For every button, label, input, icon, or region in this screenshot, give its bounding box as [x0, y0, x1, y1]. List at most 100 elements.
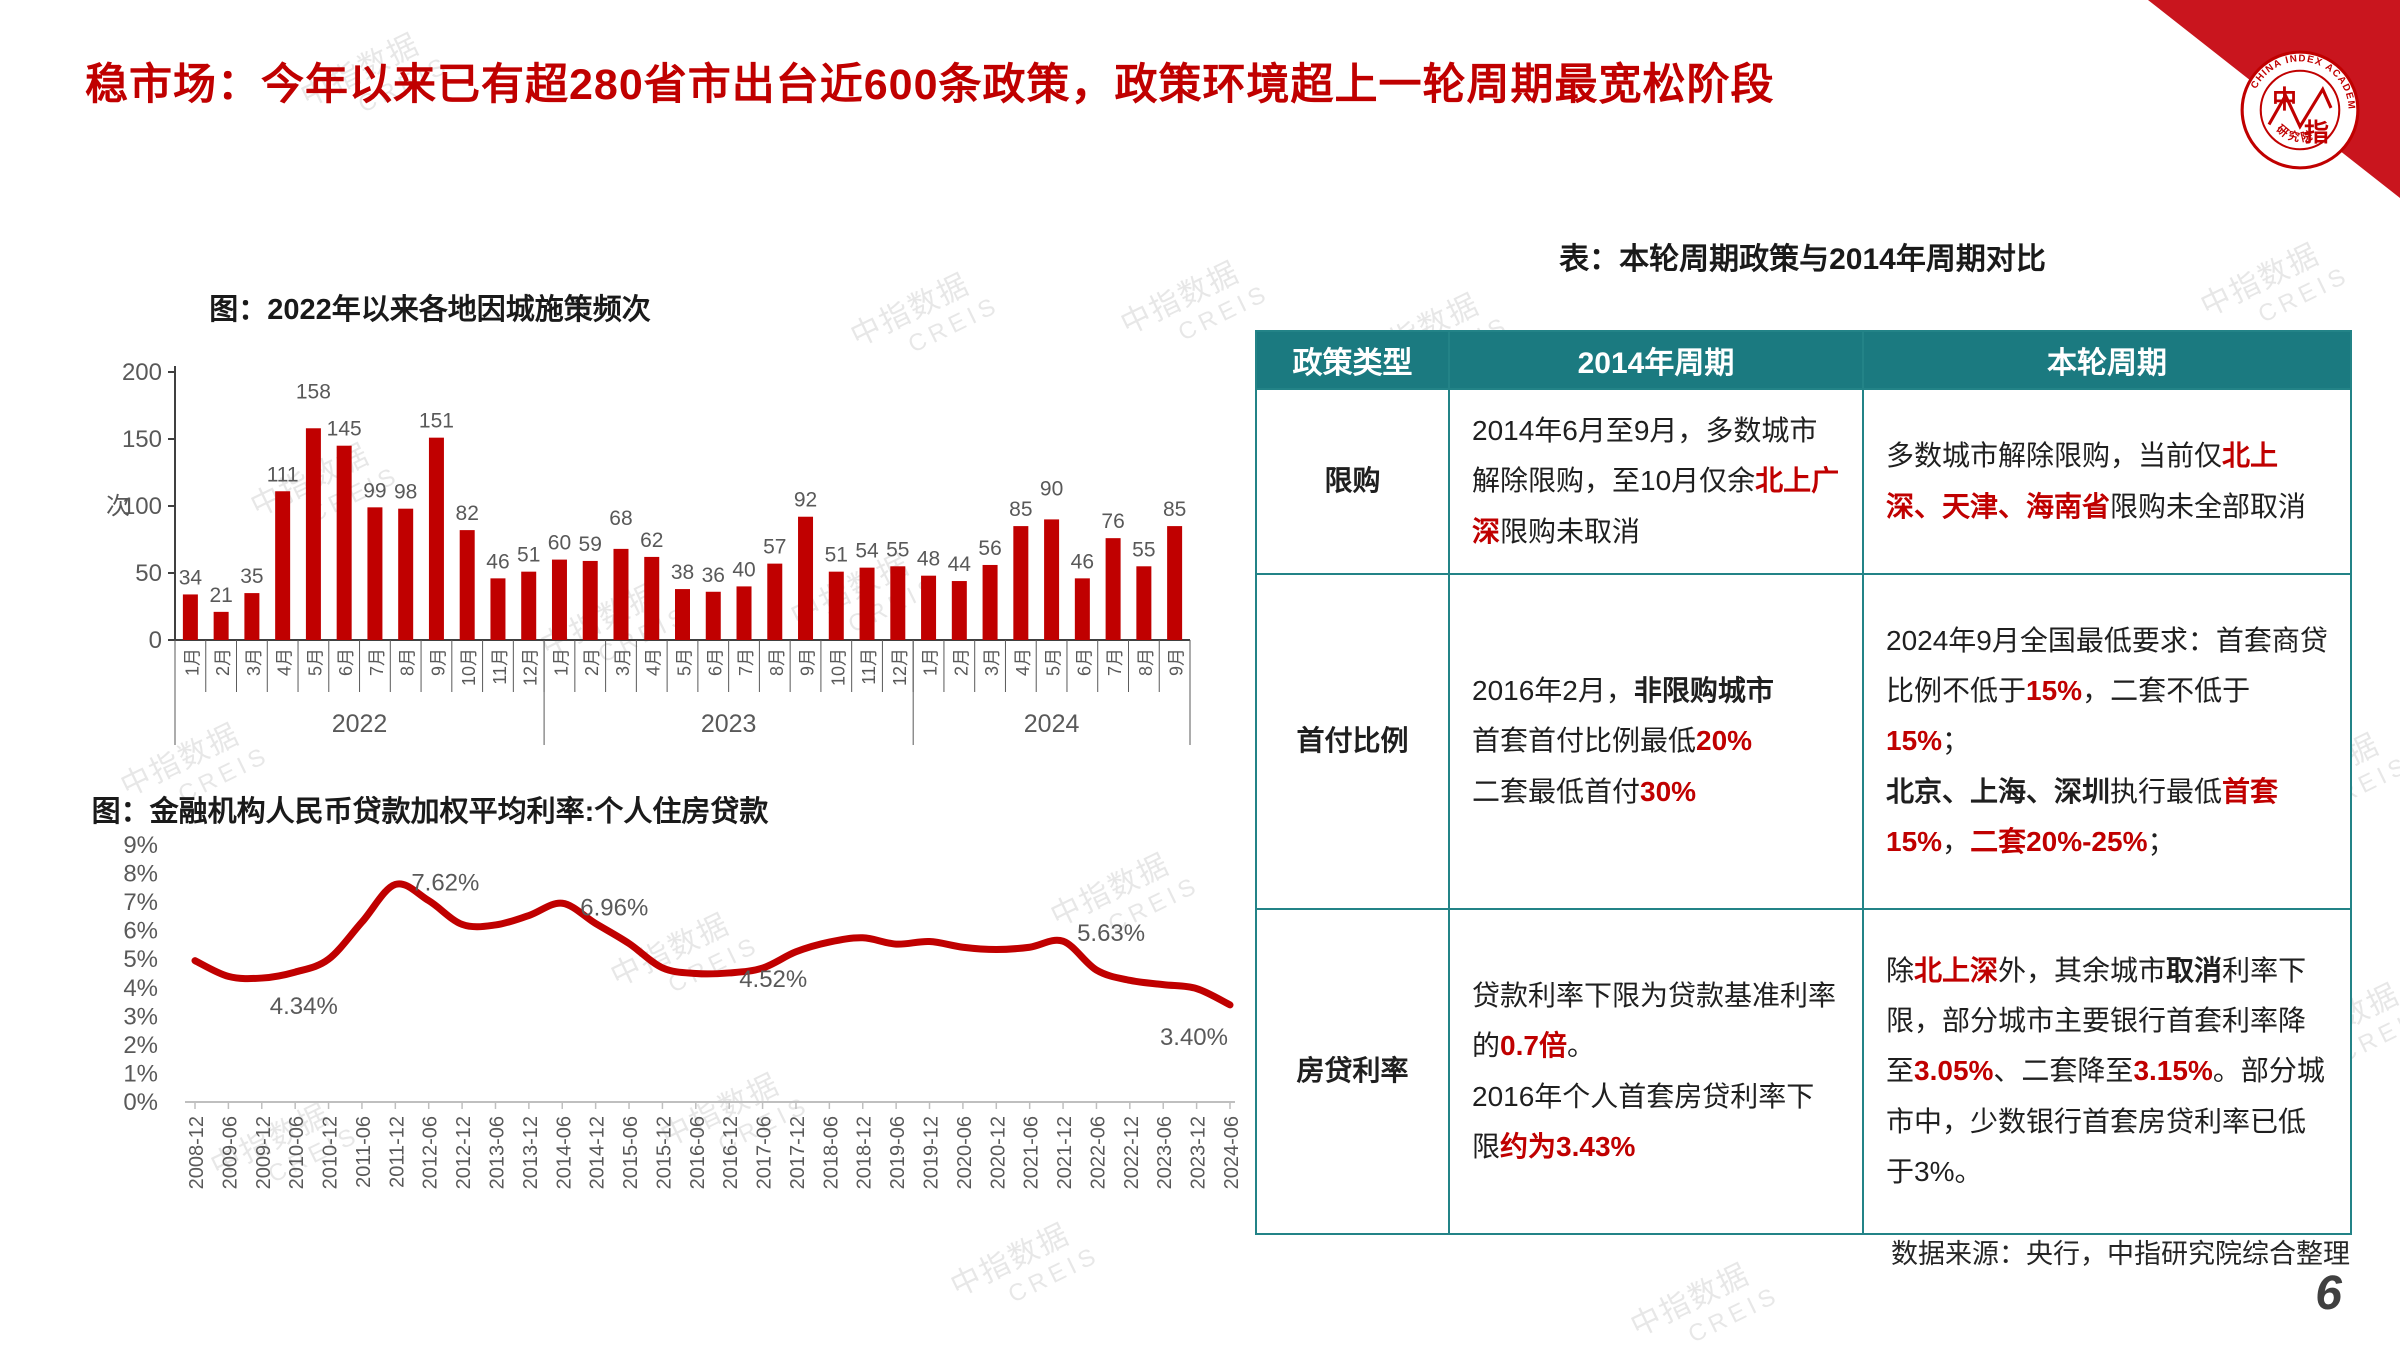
bar — [767, 563, 783, 640]
seal-char-zhi: 指 — [2304, 119, 2329, 147]
x-tick-label: 7月 — [1105, 648, 1125, 676]
bar — [336, 445, 352, 640]
highlight-text: 非限购城市 — [1633, 675, 1774, 707]
x-tick-label: 3月 — [244, 648, 264, 676]
highlight-text: 取消 — [2166, 954, 2223, 986]
bar — [828, 571, 844, 640]
bar — [582, 560, 598, 640]
x-tick-label: 2020-06 — [954, 1116, 976, 1189]
bar-value-label: 85 — [1009, 498, 1032, 521]
bar — [675, 589, 690, 640]
x-tick-label: 2月 — [951, 648, 971, 676]
china-index-academy-logo: CHINA INDEX ACADEMY 中 指 研 究 院 — [2238, 48, 2360, 170]
y-tick-label: 200 — [122, 359, 162, 386]
x-tick-label: 2014-12 — [587, 1116, 609, 1189]
bar-value-label: 85 — [1163, 498, 1186, 521]
x-tick-label: 4月 — [644, 648, 664, 676]
bar — [982, 564, 998, 640]
point-label: 4.34% — [270, 993, 338, 1020]
policy-comparison-table: 政策类型 2014年周期 本轮周期 限购 2014年6月至9月，多数城市解除限购… — [1255, 330, 2352, 1236]
bar-value-label: 51 — [825, 544, 848, 567]
x-tick-label: 2018-06 — [820, 1116, 842, 1189]
seal-inner-ring — [2259, 69, 2341, 151]
bar-value-label: 60 — [548, 532, 571, 555]
highlight-text: 北上深、天津、海南省 — [1886, 440, 2279, 522]
highlight-text: 二套20%-25% — [1970, 826, 2148, 858]
y-tick-label: 5% — [123, 946, 158, 973]
bar-value-label: 36 — [702, 564, 725, 587]
bar-value-label: 90 — [1040, 477, 1063, 500]
x-tick-label: 9月 — [798, 648, 818, 676]
cell-text: 贷款利率下限为贷款基准利率的 — [1472, 979, 1837, 1062]
highlight-text: 约为3.43% — [1500, 1131, 1636, 1163]
x-tick-label: 1月 — [551, 648, 571, 676]
cell-text: 除 — [1886, 954, 1915, 986]
x-tick-label: 2011-06 — [353, 1116, 375, 1188]
bar-value-label: 82 — [456, 502, 479, 525]
line-chart-title: 图：金融机构人民币贷款加权平均利率:个人住房贷款 — [91, 796, 769, 828]
x-tick-label: 11月 — [490, 648, 510, 685]
x-tick-label: 5月 — [675, 648, 695, 676]
bar — [1074, 578, 1090, 640]
x-tick-label: 2012-06 — [420, 1116, 442, 1189]
x-tick-label: 10月 — [459, 648, 479, 686]
highlight-text: 3.15% — [2133, 1055, 2213, 1087]
cell-current: 除北上深外，其余城市取消利率下限，部分城市主要银行首套利率降至3.05%、二套降… — [1862, 908, 2352, 1236]
y-axis-unit: 次 — [106, 493, 130, 520]
x-tick-label: 6月 — [336, 648, 356, 676]
bar — [613, 548, 629, 640]
x-tick-label: 2021-12 — [1054, 1116, 1076, 1189]
bar — [644, 556, 660, 640]
cell-text: 限购未取消 — [1500, 515, 1641, 547]
seal-char-zhong: 中 — [2272, 86, 2297, 114]
bar — [921, 575, 937, 640]
bar-value-label: 40 — [732, 558, 755, 581]
x-tick-label: 2011-12 — [386, 1116, 408, 1188]
x-tick-label: 1月 — [182, 648, 202, 676]
highlight-text: 30% — [1640, 775, 1697, 807]
x-tick-label: 10月 — [828, 648, 848, 686]
highlight-text: 北京、上海、深圳 — [1886, 775, 2111, 807]
x-tick-label: 6月 — [705, 648, 725, 676]
bar — [705, 591, 721, 640]
x-tick-label: 2012-12 — [453, 1116, 475, 1189]
bar-value-label: 111 — [267, 463, 299, 486]
cell-text: 限购未全部取消 — [2110, 490, 2307, 522]
x-tick-label: 2月 — [582, 648, 602, 676]
x-tick-label: 3月 — [982, 648, 1002, 676]
bar-value-label: 59 — [579, 533, 602, 556]
x-tick-label: 5月 — [1044, 648, 1064, 676]
bar — [182, 594, 198, 640]
x-tick-label: 7月 — [736, 648, 756, 676]
highlight-text: 15% — [1886, 725, 1943, 757]
cell-text: ； — [2147, 826, 2176, 858]
bar — [551, 559, 567, 640]
y-tick-label: 4% — [123, 975, 158, 1002]
x-tick-label: 2017-12 — [787, 1116, 809, 1189]
x-tick-label: 2015-06 — [620, 1116, 642, 1189]
x-tick-label: 12月 — [890, 648, 910, 686]
x-tick-label: 2010-06 — [286, 1116, 308, 1189]
bar — [951, 581, 967, 640]
x-tick-label: 2016-12 — [720, 1116, 742, 1189]
highlight-text: 首套15% — [1886, 775, 2279, 858]
y-tick-label: 9% — [123, 832, 158, 859]
bar-value-label: 55 — [1132, 538, 1155, 561]
x-tick-label: 4月 — [275, 648, 295, 676]
x-tick-label: 5月 — [305, 648, 325, 676]
seal-mountain-mark — [2267, 86, 2333, 130]
bar — [890, 566, 906, 640]
cell-text: 利率下限，部分城市主要银行首套利率降至 — [1886, 954, 2307, 1087]
table-row: 房贷利率 贷款利率下限为贷款基准利率的0.7倍。 2016年个人首套房贷利率下限约… — [1255, 908, 2352, 1236]
bar-value-label: 57 — [763, 536, 786, 559]
header-policy-type: 政策类型 — [1255, 330, 1450, 390]
point-label: 7.62% — [411, 869, 479, 896]
bar-value-label: 48 — [917, 548, 940, 571]
bar — [428, 437, 444, 640]
highlight-text: 北上深 — [1914, 954, 1999, 986]
x-tick-label: 2022-12 — [1121, 1116, 1143, 1189]
bar — [798, 516, 814, 640]
bar-value-label: 44 — [948, 553, 972, 576]
row-label: 首付比例 — [1255, 573, 1450, 911]
bar — [1044, 519, 1060, 640]
